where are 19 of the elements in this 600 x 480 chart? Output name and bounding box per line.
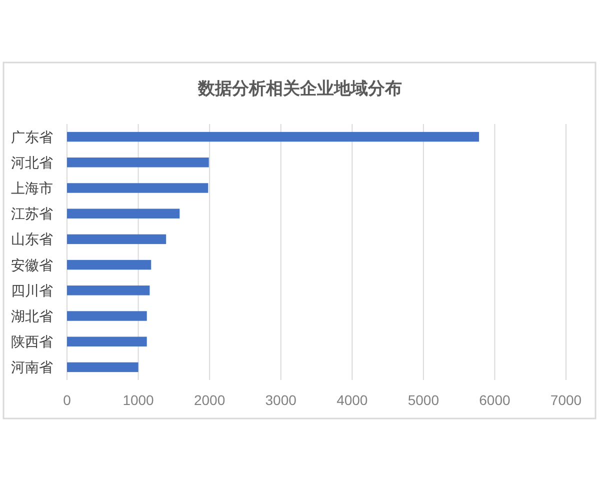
- y-tick-label: 山东省: [11, 232, 53, 248]
- y-tick-label: 江苏省: [11, 206, 53, 223]
- x-tick-label: 5000: [408, 392, 440, 408]
- x-tick-label: 3000: [265, 392, 297, 408]
- x-tick-label: 4000: [336, 392, 368, 408]
- y-tick-label: 四川省: [11, 283, 53, 300]
- title: 数据分析相关企业地域分布: [198, 79, 402, 99]
- y-tick-label: 湖北省: [11, 309, 53, 325]
- y-tick-label: 广东省: [11, 130, 53, 146]
- y-tick-label: 河南省: [11, 360, 53, 376]
- x-tick-label: 1000: [122, 392, 154, 408]
- x-tick-label: 0: [63, 392, 72, 408]
- y-tick-label: 河北省: [11, 155, 53, 172]
- y-tick-label: 陕西省: [11, 334, 53, 351]
- x-tick-label: 6000: [479, 392, 510, 408]
- x-tick-label: 2000: [194, 392, 226, 408]
- y-tick-label: 上海市: [11, 181, 53, 197]
- x-tick-label: 7000: [550, 392, 582, 408]
- y-tick-label: 安徽省: [11, 258, 53, 274]
